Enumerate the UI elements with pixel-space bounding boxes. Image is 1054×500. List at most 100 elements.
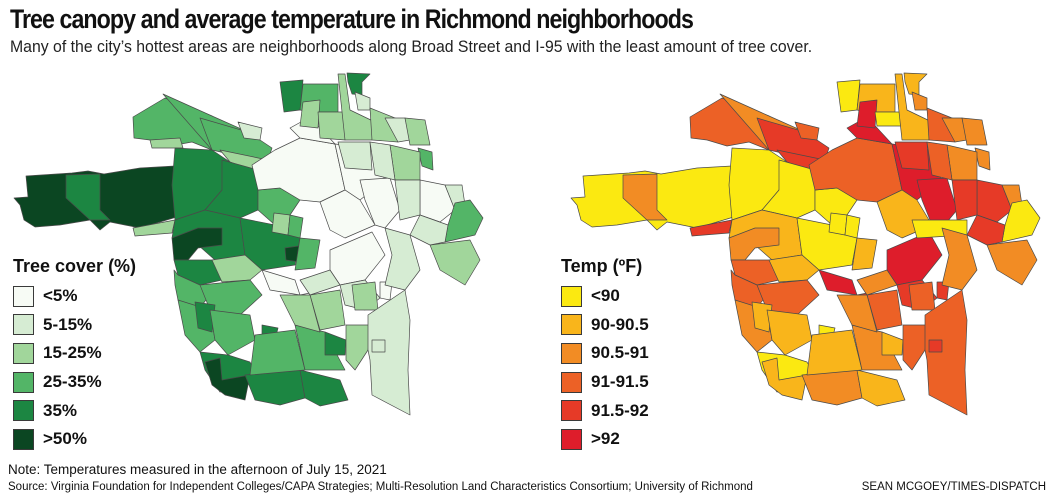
temperature-map-svg bbox=[570, 72, 1041, 416]
region bbox=[294, 237, 321, 271]
temperature-legend-title: Temp (ºF) bbox=[561, 256, 643, 276]
region bbox=[766, 309, 813, 356]
legend-label: 25-35% bbox=[43, 372, 102, 392]
legend-label: <90 bbox=[591, 286, 620, 306]
legend-label: 90-90.5 bbox=[591, 314, 649, 334]
legend-swatch bbox=[561, 400, 582, 422]
region bbox=[211, 254, 263, 283]
legend-label: 15-25% bbox=[43, 343, 102, 363]
legend-item: 90-90.5 bbox=[561, 311, 649, 340]
region bbox=[874, 111, 903, 127]
region bbox=[204, 357, 251, 401]
region bbox=[836, 79, 861, 113]
legend-item: 25-35% bbox=[13, 368, 136, 397]
region bbox=[806, 329, 863, 376]
legend-item: <90 bbox=[561, 282, 649, 311]
region bbox=[371, 339, 386, 353]
legend-swatch bbox=[13, 342, 34, 364]
region bbox=[886, 231, 943, 286]
region bbox=[836, 294, 878, 333]
region bbox=[966, 214, 1006, 246]
region bbox=[329, 231, 386, 286]
legend-swatch bbox=[561, 342, 582, 364]
region bbox=[287, 214, 304, 239]
region bbox=[351, 281, 379, 311]
region bbox=[894, 141, 930, 171]
legend-label: >50% bbox=[43, 429, 87, 449]
region bbox=[279, 294, 321, 333]
legend-label: 5-15% bbox=[43, 314, 93, 334]
tree-cover-map-svg bbox=[13, 72, 484, 416]
legend-label: 91-91.5 bbox=[591, 372, 649, 392]
region bbox=[908, 281, 936, 311]
region bbox=[404, 117, 431, 146]
legend-item: 91-91.5 bbox=[561, 368, 649, 397]
region bbox=[209, 309, 256, 356]
legend-swatch bbox=[13, 285, 34, 307]
region bbox=[249, 329, 306, 376]
region bbox=[173, 269, 211, 311]
region bbox=[319, 189, 376, 239]
legend-item: >92 bbox=[561, 425, 649, 454]
legend-item: 90.5-91 bbox=[561, 339, 649, 368]
region bbox=[149, 137, 184, 149]
region bbox=[801, 369, 863, 406]
region bbox=[317, 111, 346, 141]
region bbox=[65, 173, 111, 221]
region bbox=[761, 357, 808, 401]
chart-subtitle: Many of the city’s hottest areas are nei… bbox=[10, 37, 813, 56]
legend-swatch bbox=[13, 371, 34, 393]
region bbox=[844, 214, 861, 239]
region bbox=[951, 179, 978, 221]
legend-swatch bbox=[561, 371, 582, 393]
region bbox=[132, 219, 176, 237]
region bbox=[324, 331, 347, 356]
legend-swatch bbox=[13, 400, 34, 422]
region bbox=[751, 301, 773, 333]
legend-swatch bbox=[561, 314, 582, 336]
region bbox=[794, 121, 820, 141]
region bbox=[346, 72, 371, 96]
region bbox=[299, 99, 321, 129]
chart-title: Tree canopy and average temperature in R… bbox=[10, 4, 694, 34]
region bbox=[337, 141, 373, 171]
region bbox=[429, 239, 481, 286]
region bbox=[768, 254, 820, 283]
region bbox=[961, 117, 988, 146]
region bbox=[986, 239, 1038, 286]
region bbox=[856, 369, 906, 407]
legend-item: 5-15% bbox=[13, 311, 136, 340]
region bbox=[271, 212, 291, 236]
legend-item: 91.5-92 bbox=[561, 396, 649, 425]
region bbox=[924, 289, 968, 416]
legend-item: 15-25% bbox=[13, 339, 136, 368]
tree-cover-legend-title: Tree cover (%) bbox=[13, 256, 137, 276]
region bbox=[903, 72, 928, 96]
tree-cover-map bbox=[0, 70, 527, 460]
legend-swatch bbox=[561, 428, 582, 450]
region bbox=[299, 269, 341, 296]
region bbox=[730, 269, 768, 311]
legend-item: 35% bbox=[13, 396, 136, 425]
region bbox=[354, 91, 371, 111]
legend-label: >92 bbox=[591, 429, 620, 449]
region bbox=[394, 179, 421, 221]
legend-label: <5% bbox=[43, 286, 78, 306]
region bbox=[194, 301, 216, 333]
region bbox=[881, 331, 904, 356]
temperature-map bbox=[557, 70, 1054, 460]
tree-cover-legend: Tree cover (%) <5% 5-15% 15-25% 25-35% 3… bbox=[13, 256, 136, 454]
region bbox=[622, 173, 668, 221]
region bbox=[856, 99, 878, 129]
region bbox=[244, 369, 306, 406]
region bbox=[417, 147, 434, 171]
legend-label: 91.5-92 bbox=[591, 400, 649, 420]
source-line: Source: Virginia Foundation for Independ… bbox=[8, 481, 753, 493]
region bbox=[856, 269, 898, 296]
region bbox=[299, 369, 349, 407]
legend-label: 35% bbox=[43, 400, 78, 420]
legend-swatch bbox=[561, 285, 582, 307]
region bbox=[851, 237, 878, 271]
region bbox=[367, 289, 411, 416]
footnote: Note: Temperatures measured in the after… bbox=[8, 462, 387, 477]
